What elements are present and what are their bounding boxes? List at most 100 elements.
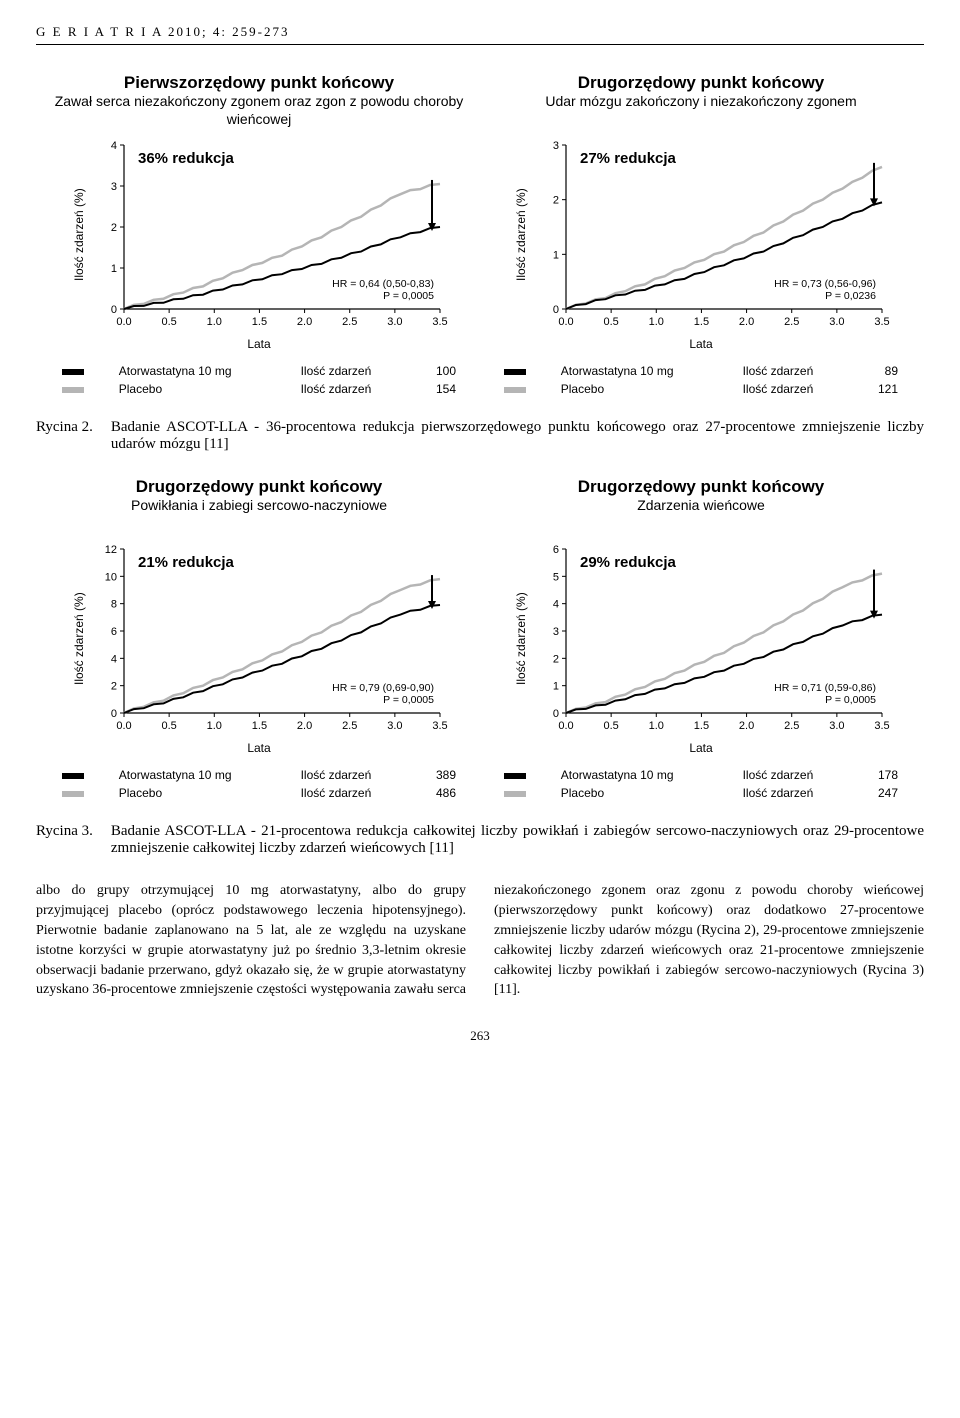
svg-text:5: 5 xyxy=(553,571,559,583)
svg-text:2.0: 2.0 xyxy=(739,316,754,328)
legend-row-treatment: Atorwastatyna 10 mg Ilość zdarzeń 178 xyxy=(498,767,904,783)
x-axis-label: Lata xyxy=(247,337,270,351)
svg-text:0: 0 xyxy=(111,304,117,316)
svg-text:1.5: 1.5 xyxy=(252,720,267,732)
svg-text:1: 1 xyxy=(553,681,559,693)
legend-count: 486 xyxy=(416,785,462,801)
chart-legend: Atorwastatyna 10 mg Ilość zdarzeń 389 Pl… xyxy=(54,765,464,803)
legend-label: Ilość zdarzeń xyxy=(737,381,856,397)
svg-text:10: 10 xyxy=(105,571,117,583)
svg-text:6: 6 xyxy=(111,626,117,638)
y-axis-label: Ilość zdarzeń (%) xyxy=(68,135,90,335)
svg-text:2.0: 2.0 xyxy=(297,316,312,328)
svg-text:3.5: 3.5 xyxy=(432,316,447,328)
legend-label: Ilość zdarzeń xyxy=(737,363,856,379)
svg-text:3: 3 xyxy=(553,626,559,638)
legend-row-treatment: Atorwastatyna 10 mg Ilość zdarzeń 100 xyxy=(56,363,462,379)
chart-title: Drugorzędowy punkt końcowy xyxy=(578,477,825,497)
legend-row-placebo: Placebo Ilość zdarzeń 247 xyxy=(498,785,904,801)
svg-text:3.0: 3.0 xyxy=(387,316,402,328)
svg-text:2.0: 2.0 xyxy=(739,720,754,732)
line-chart: 0246810120.00.51.01.52.02.53.03.521% red… xyxy=(90,539,450,739)
svg-text:4: 4 xyxy=(111,140,117,152)
svg-text:1.0: 1.0 xyxy=(649,720,664,732)
x-axis-label: Lata xyxy=(689,741,712,755)
chart-title: Drugorzędowy punkt końcowy xyxy=(578,73,825,93)
svg-text:3.0: 3.0 xyxy=(387,720,402,732)
chart-subtitle: Powikłania i zabiegi sercowo-naczyniowe xyxy=(131,497,387,533)
svg-text:3.0: 3.0 xyxy=(829,316,844,328)
svg-text:1.0: 1.0 xyxy=(649,316,664,328)
svg-text:0.0: 0.0 xyxy=(558,720,573,732)
chart-title: Drugorzędowy punkt końcowy xyxy=(136,477,383,497)
chart-subtitle: Zdarzenia wieńcowe xyxy=(637,497,765,533)
svg-text:0.5: 0.5 xyxy=(161,720,176,732)
legend-count: 100 xyxy=(416,363,462,379)
line-chart: 01230.00.51.01.52.02.53.03.527% redukcja… xyxy=(532,135,892,335)
svg-text:0.0: 0.0 xyxy=(116,720,131,732)
svg-text:1.0: 1.0 xyxy=(207,316,222,328)
svg-text:29% redukcja: 29% redukcja xyxy=(580,554,677,571)
svg-text:1.0: 1.0 xyxy=(207,720,222,732)
legend-label: Ilość zdarzeń xyxy=(737,767,856,783)
svg-text:3.5: 3.5 xyxy=(874,720,889,732)
svg-text:12: 12 xyxy=(105,544,117,556)
svg-text:1.5: 1.5 xyxy=(694,720,709,732)
svg-text:3: 3 xyxy=(111,181,117,193)
legend-row-treatment: Atorwastatyna 10 mg Ilość zdarzeń 89 xyxy=(498,363,904,379)
chart-legend: Atorwastatyna 10 mg Ilość zdarzeń 178 Pl… xyxy=(496,765,906,803)
figure-2-caption: Rycina 2. Badanie ASCOT-LLA - 36-procent… xyxy=(36,419,924,453)
legend-label: Ilość zdarzeń xyxy=(295,785,414,801)
legend-count: 247 xyxy=(858,785,904,801)
svg-text:3.5: 3.5 xyxy=(432,720,447,732)
chart-subtitle: Udar mózgu zakończony i niezakończony zg… xyxy=(545,93,856,129)
legend-row-placebo: Placebo Ilość zdarzeń 121 xyxy=(498,381,904,397)
legend-label: Ilość zdarzeń xyxy=(295,767,414,783)
svg-text:HR = 0,71 (0,59-0,86): HR = 0,71 (0,59-0,86) xyxy=(774,682,876,694)
figure-3: Drugorzędowy punkt końcowyPowikłania i z… xyxy=(36,477,924,803)
legend-label: Ilość zdarzeń xyxy=(737,785,856,801)
fig2-caption-text: Badanie ASCOT-LLA - 36-procentowa redukc… xyxy=(111,419,924,453)
svg-text:4: 4 xyxy=(111,653,117,665)
svg-text:0.5: 0.5 xyxy=(603,316,618,328)
legend-name: Atorwastatyna 10 mg xyxy=(113,767,293,783)
figure-2: Pierwszorzędowy punkt końcowyZawał serca… xyxy=(36,73,924,399)
legend-count: 178 xyxy=(858,767,904,783)
svg-text:P = 0,0005: P = 0,0005 xyxy=(383,290,434,302)
x-axis-label: Lata xyxy=(247,741,270,755)
fig3-left-panel: Drugorzędowy punkt końcowyPowikłania i z… xyxy=(54,477,464,803)
svg-text:1.5: 1.5 xyxy=(252,316,267,328)
svg-text:2: 2 xyxy=(111,681,117,693)
svg-text:P = 0,0236: P = 0,0236 xyxy=(825,290,876,302)
fig3-right-panel: Drugorzędowy punkt końcowyZdarzenia wień… xyxy=(496,477,906,803)
legend-label: Ilość zdarzeń xyxy=(295,363,414,379)
svg-text:0.0: 0.0 xyxy=(558,316,573,328)
x-axis-label: Lata xyxy=(689,337,712,351)
svg-text:1: 1 xyxy=(553,249,559,261)
svg-text:0: 0 xyxy=(111,708,117,720)
svg-text:2.5: 2.5 xyxy=(342,316,357,328)
chart-title: Pierwszorzędowy punkt końcowy xyxy=(124,73,394,93)
legend-row-placebo: Placebo Ilość zdarzeń 486 xyxy=(56,785,462,801)
legend-count: 89 xyxy=(858,363,904,379)
svg-text:2.5: 2.5 xyxy=(784,316,799,328)
legend-name: Placebo xyxy=(555,785,735,801)
svg-text:0: 0 xyxy=(553,708,559,720)
svg-text:0.5: 0.5 xyxy=(161,316,176,328)
legend-name: Placebo xyxy=(113,381,293,397)
fig2-left-panel: Pierwszorzędowy punkt końcowyZawał serca… xyxy=(54,73,464,399)
legend-name: Atorwastatyna 10 mg xyxy=(555,767,735,783)
svg-text:6: 6 xyxy=(553,544,559,556)
legend-row-treatment: Atorwastatyna 10 mg Ilość zdarzeń 389 xyxy=(56,767,462,783)
fig3-caption-text: Badanie ASCOT-LLA - 21-procentowa redukc… xyxy=(111,823,924,857)
svg-text:8: 8 xyxy=(111,599,117,611)
legend-count: 154 xyxy=(416,381,462,397)
fig2-right-panel: Drugorzędowy punkt końcowyUdar mózgu zak… xyxy=(496,73,906,399)
svg-text:3: 3 xyxy=(553,140,559,152)
chart-subtitle: Zawał serca niezakończony zgonem oraz zg… xyxy=(54,93,464,129)
svg-text:36% redukcja: 36% redukcja xyxy=(138,150,235,167)
svg-text:1.5: 1.5 xyxy=(694,316,709,328)
line-chart: 01234560.00.51.01.52.02.53.03.529% reduk… xyxy=(532,539,892,739)
svg-text:2: 2 xyxy=(553,653,559,665)
legend-name: Atorwastatyna 10 mg xyxy=(113,363,293,379)
